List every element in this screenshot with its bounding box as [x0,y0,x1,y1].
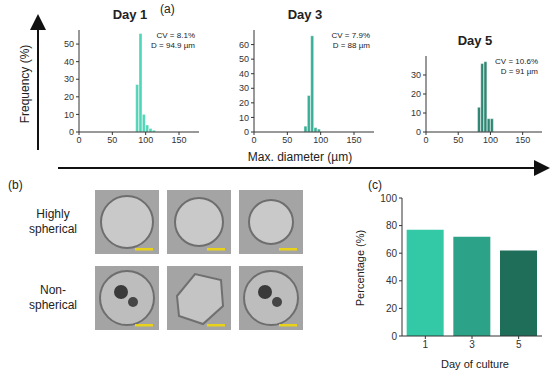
svg-text:60: 60 [386,248,398,259]
svg-text:20: 20 [239,98,249,108]
html-text:(c): (c) [368,178,382,192]
html-text:Day 5: Day 5 [457,33,493,48]
svg-text:10: 10 [411,108,421,118]
html-text:D = 91 µm: D = 91 µm [500,67,538,76]
html-text:CV = 8.1%: CV = 8.1% [156,31,195,40]
svg-text:150: 150 [515,135,530,145]
svg-text:3: 3 [469,339,475,350]
svg-text:50: 50 [453,135,463,145]
svg-text:20: 20 [411,89,421,99]
html-text:CV = 10.6%: CV = 10.6% [495,57,538,66]
svg-text:100: 100 [313,135,328,145]
svg-text:0: 0 [76,135,81,145]
svg-text:0: 0 [244,127,249,137]
svg-text:30: 30 [239,83,249,93]
html-text:CV = 7.9%: CV = 7.9% [331,31,370,40]
html-text:Non-spherical: Non-spherical [29,283,77,312]
svg-text:0: 0 [423,135,428,145]
html-text:Day 1: Day 1 [112,7,148,22]
svg-text:20: 20 [64,92,74,102]
svg-text:80: 80 [386,220,398,231]
svg-text:5: 5 [516,339,522,350]
svg-text:0: 0 [416,127,421,137]
svg-text:100: 100 [380,193,397,204]
svg-text:0: 0 [251,135,256,145]
svg-text:40: 40 [386,275,398,286]
svg-text:40: 40 [239,69,249,79]
svg-text:0: 0 [69,127,74,137]
svg-text:150: 150 [346,135,361,145]
svg-text:50: 50 [239,54,249,64]
svg-text:0: 0 [391,331,397,342]
svg-text:60: 60 [239,40,249,50]
svg-text:100: 100 [138,135,153,145]
svg-text:50: 50 [107,135,117,145]
html-text:Highly spherical: Highly spherical [29,207,77,236]
svg-text:10: 10 [64,110,74,120]
html-text:(a): (a) [160,2,175,16]
html-text:Day 3: Day 3 [287,7,323,22]
html-text:Max. diameter (µm): Max. diameter (µm) [247,150,353,164]
svg-text:30: 30 [411,70,421,80]
svg-text:1: 1 [423,339,429,350]
svg-text:20: 20 [386,303,398,314]
html-text:(b): (b) [8,178,23,192]
svg-text:10: 10 [239,113,249,123]
svg-text:50: 50 [64,39,74,49]
html-text:Percentage (%): Percentage (%) [354,229,366,307]
html-text:D = 94.9 µm: D = 94.9 µm [151,41,195,50]
svg-text:150: 150 [171,135,186,145]
svg-text:40: 40 [64,57,74,67]
html-text:D = 88 µm: D = 88 µm [332,41,370,50]
svg-text:30: 30 [64,74,74,84]
svg-text:100: 100 [483,135,498,145]
svg-text:50: 50 [282,135,292,145]
html-text:Day of culture: Day of culture [441,358,509,370]
html-text:Frequency (%): Frequency (%) [18,44,32,124]
